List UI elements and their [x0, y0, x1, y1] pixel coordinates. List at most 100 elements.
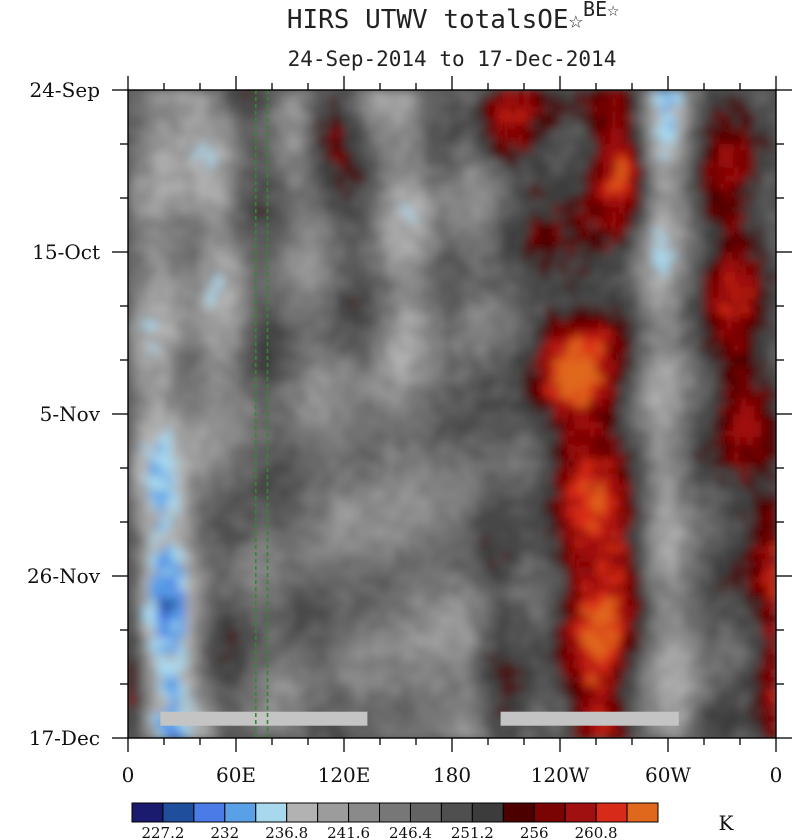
heatmap-cell — [365, 460, 374, 469]
heatmap-cell — [336, 421, 345, 431]
heatmap-cell — [632, 167, 640, 176]
heatmap-cell — [689, 213, 698, 222]
heatmap-cell — [394, 298, 403, 307]
heatmap-cell — [286, 360, 295, 369]
heatmap-cell — [142, 275, 151, 284]
heatmap-cell — [257, 167, 266, 176]
heatmap-cell — [257, 259, 266, 269]
heatmap-cell — [336, 313, 345, 323]
heatmap-cell — [653, 236, 662, 246]
heatmap-cell — [502, 167, 511, 176]
heatmap-cell — [516, 475, 525, 485]
heatmap-cell — [372, 290, 381, 300]
heatmap-cell — [365, 128, 374, 138]
heatmap-cell — [394, 498, 403, 508]
heatmap-cell — [639, 383, 648, 392]
heatmap-cell — [308, 344, 316, 354]
heatmap-cell — [632, 437, 640, 446]
heatmap-cell — [524, 120, 532, 130]
heatmap-cell — [423, 151, 432, 161]
heatmap-cell — [408, 244, 417, 253]
heatmap-cell — [272, 483, 280, 492]
heatmap-cell — [207, 352, 216, 361]
heatmap-cell — [452, 329, 460, 338]
heatmap-cell — [351, 282, 360, 292]
heatmap-cell — [430, 313, 439, 323]
heatmap-cell — [444, 90, 453, 99]
heatmap-cell — [185, 228, 194, 238]
heatmap-cell — [178, 282, 187, 292]
heatmap-cell — [372, 429, 381, 438]
heatmap-cell — [236, 228, 244, 238]
heatmap-cell — [704, 167, 712, 176]
heatmap-cell — [250, 414, 259, 423]
heatmap-cell — [257, 105, 266, 114]
heatmap-cell — [243, 290, 252, 300]
heatmap-cell — [696, 468, 705, 477]
heatmap-cell — [617, 275, 626, 284]
heatmap-cell — [322, 375, 331, 384]
heatmap-cell — [293, 313, 302, 323]
heatmap-cell — [257, 452, 266, 462]
heatmap-cell — [164, 198, 172, 207]
heatmap-cell — [624, 321, 633, 330]
heatmap-cell — [689, 414, 698, 423]
heatmap-cell — [603, 182, 612, 192]
heatmap-cell — [358, 406, 367, 415]
heatmap-cell — [452, 275, 460, 284]
heatmap-cell — [286, 468, 295, 477]
heatmap-cell — [329, 336, 338, 346]
heatmap-cell — [300, 414, 309, 423]
heatmap-cell — [272, 198, 280, 207]
heatmap-cell — [178, 483, 187, 492]
heatmap-cell — [372, 252, 381, 261]
heatmap-cell — [243, 336, 252, 346]
heatmap-cell — [524, 498, 532, 508]
heatmap-cell — [444, 236, 453, 246]
heatmap-cell — [300, 367, 309, 377]
heatmap-cell — [653, 120, 662, 130]
heatmap-cell — [711, 190, 720, 199]
heatmap-cell — [308, 460, 316, 469]
heatmap-cell — [192, 306, 201, 315]
heatmap-cell — [315, 221, 324, 230]
heatmap-cell — [696, 344, 705, 354]
heatmap-cell — [740, 298, 748, 307]
heatmap-cell — [149, 375, 158, 384]
heatmap-cell — [236, 414, 244, 423]
heatmap-cell — [365, 144, 374, 153]
heatmap-cell — [689, 282, 698, 292]
heatmap-cell — [408, 321, 417, 330]
heatmap-cell — [588, 244, 597, 253]
heatmap-cell — [257, 306, 266, 315]
heatmap-cell — [250, 182, 259, 192]
heatmap-cell — [495, 213, 504, 222]
heatmap-cell — [286, 336, 295, 346]
heatmap-cell — [394, 329, 403, 338]
heatmap-cell — [142, 267, 151, 276]
heatmap-cell — [704, 367, 712, 377]
heatmap-cell — [732, 113, 741, 122]
heatmap-cell — [768, 506, 776, 516]
heatmap-cell — [502, 282, 511, 292]
heatmap-cell — [243, 213, 252, 222]
heatmap-cell — [473, 383, 482, 392]
heatmap-cell — [365, 306, 374, 315]
heatmap-cell — [401, 144, 410, 153]
heatmap-cell — [322, 390, 331, 400]
heatmap-cell — [164, 151, 172, 161]
heatmap-cell — [257, 282, 266, 292]
heatmap-cell — [459, 190, 468, 199]
heatmap-cell — [257, 90, 266, 99]
heatmap-cell — [567, 252, 576, 261]
heatmap-cell — [588, 275, 597, 284]
heatmap-cell — [300, 390, 309, 400]
heatmap-cell — [711, 151, 720, 161]
heatmap-cell — [596, 105, 604, 114]
heatmap-cell — [351, 97, 360, 107]
heatmap-cell — [135, 205, 144, 215]
heatmap-cell — [768, 437, 776, 446]
heatmap-cell — [171, 475, 180, 485]
heatmap-cell — [646, 306, 655, 315]
heatmap-cell — [574, 306, 583, 315]
